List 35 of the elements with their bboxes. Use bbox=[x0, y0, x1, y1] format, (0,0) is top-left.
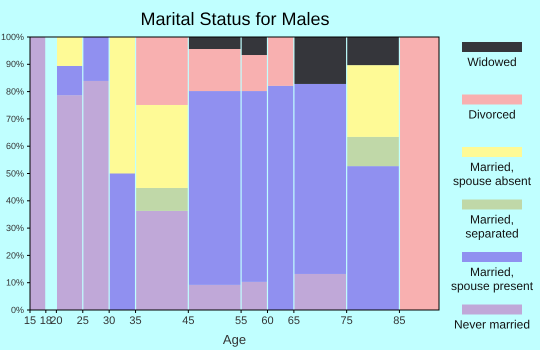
x-tick-label: 30 bbox=[103, 314, 116, 327]
legend-label: Married, spouse absent bbox=[452, 160, 532, 188]
y-tick-label: 80% bbox=[6, 86, 24, 96]
legend-label: Married, spouse present bbox=[450, 265, 534, 293]
bar bbox=[347, 136, 399, 166]
x-axis-title: Age bbox=[222, 332, 246, 347]
bar bbox=[110, 174, 135, 310]
legend-label: Divorced bbox=[468, 108, 516, 122]
x-tick-label: 18 bbox=[40, 314, 52, 327]
x-tick-label: 25 bbox=[76, 314, 89, 327]
x-tick-label: 55 bbox=[234, 314, 248, 327]
x-tick-label: 20 bbox=[50, 314, 63, 327]
x-tick-label: 65 bbox=[288, 314, 300, 327]
y-tick-label: 20% bbox=[6, 250, 24, 260]
y-tick-label: 40% bbox=[6, 196, 24, 206]
legend-label: Widowed bbox=[467, 55, 517, 69]
y-tick-label: 60% bbox=[6, 141, 24, 152]
chart-title: Marital Status for Males bbox=[140, 9, 330, 29]
y-tick-label: 10% bbox=[6, 278, 24, 288]
y-tick-label: 0% bbox=[10, 304, 24, 315]
x-tick-label: 35 bbox=[129, 314, 142, 327]
y-tick-label: 90% bbox=[6, 59, 24, 70]
x-tick-label: 85 bbox=[393, 314, 406, 327]
y-tick-label: 100% bbox=[0, 32, 24, 42]
y-tick-label: 50% bbox=[6, 168, 24, 178]
legend-label: Never married bbox=[454, 318, 530, 332]
y-tick-label: 70% bbox=[6, 114, 24, 124]
x-tick-label: 60 bbox=[261, 314, 274, 327]
x-tick-label: 75 bbox=[340, 314, 353, 327]
bar bbox=[400, 37, 439, 310]
x-tick-label: 45 bbox=[182, 314, 194, 327]
x-tick-label: 15 bbox=[24, 314, 36, 327]
legend-label: Married, separated bbox=[465, 212, 519, 240]
bar bbox=[136, 188, 188, 211]
y-tick-label: 30% bbox=[6, 222, 24, 233]
